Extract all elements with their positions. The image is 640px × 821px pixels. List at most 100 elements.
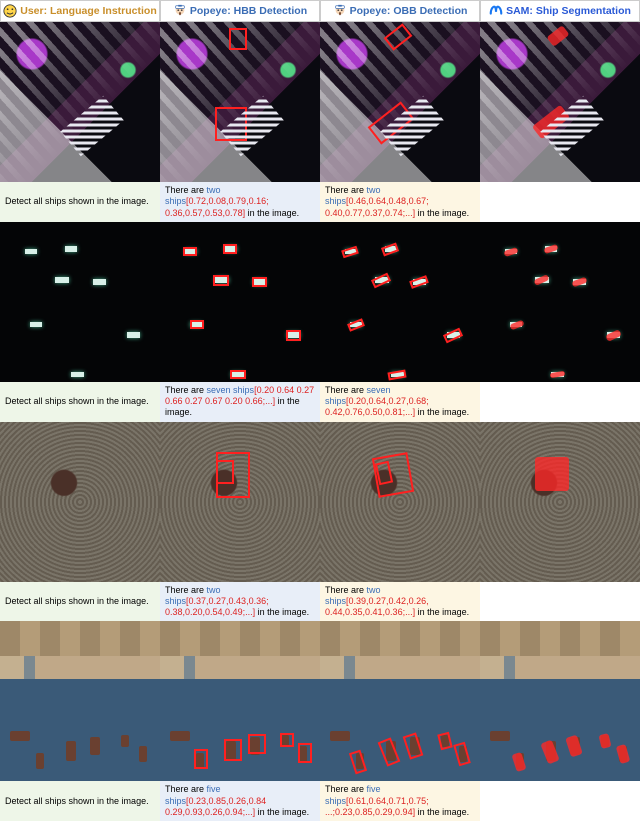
user-image-row2 [0,422,160,582]
caption-prefix: There are [325,185,367,195]
hbb-box [248,734,266,754]
sam-image-row2 [480,422,640,582]
user-icon [3,4,17,18]
header-obb: Popeye: OBB Detection [320,0,480,22]
caption-suffix: in the image. [415,208,469,218]
caption-prefix: There are [165,385,207,395]
user-caption-text: Detect all ships shown in the image. [5,396,149,407]
obb-image-row2 [320,422,480,582]
obb-caption-row3: There are five ships[0.61,0.64,0.71,0.75… [320,781,480,821]
caption-suffix: in the image. [415,407,469,417]
header-label: SAM: Ship Segmentation [506,5,631,17]
hbb-caption-row3: There are five ships[0.23,0.85,0.26,0.84… [160,781,320,821]
user-caption-row0: Detect all ships shown in the image. [0,182,160,222]
caption-suffix: in the image. [255,807,309,817]
user-caption-text: Detect all ships shown in the image. [5,196,149,207]
user-caption-row1: Detect all ships shown in the image. [0,382,160,422]
user-caption-row3: Detect all ships shown in the image. [0,781,160,821]
user-image-row1 [0,222,160,382]
user-caption-row2: Detect all ships shown in the image. [0,582,160,622]
hbb-image-row1 [160,222,320,382]
seg-mask [598,733,611,749]
hbb-box [190,320,204,329]
hbb-box [230,370,246,379]
obb-caption-row2: There are two ships[0.39,0.27,0.42,0.26,… [320,582,480,622]
hbb-image-row2 [160,422,320,582]
sam-caption-row3 [480,781,640,821]
header-sam: SAM: Ship Segmentation [480,0,640,22]
hbb-box [229,28,247,50]
seg-mask [533,274,549,286]
ship-count: seven ships [207,385,255,395]
hbb-box [194,749,208,769]
user-caption-text: Detect all ships shown in the image. [5,796,149,807]
hbb-caption-row1: There are seven ships[0.20 0.64 0.27 0.6… [160,382,320,422]
user-caption-text: Detect all ships shown in the image. [5,596,149,607]
obb-box [453,742,471,766]
seg-mask [540,740,559,765]
obb-box [368,101,415,144]
sam-caption-row1 [480,382,640,422]
caption-suffix: in the image. [255,607,309,617]
hbb-box [216,452,250,498]
obb-box [381,242,399,256]
obb-box [349,750,367,775]
seg-mask [616,744,631,764]
obb-box [372,452,414,498]
caption-prefix: There are [325,784,367,794]
hbb-caption-row2: There are two ships[0.37,0.27,0.43,0.36;… [160,582,320,622]
obb-caption-row1: There are seven ships[0.20,0.64,0.27,0.6… [320,382,480,422]
seg-mask [511,752,526,772]
hbb-box [215,107,247,141]
obb-box [341,245,359,258]
sam-icon [489,4,503,18]
seg-mask [535,457,569,491]
caption-prefix: There are [165,784,207,794]
user-image-row0 [0,22,160,182]
obb-box [378,738,401,767]
hbb-box [183,247,197,256]
obb-caption-row0: There are two ships[0.46,0.64,0.48,0.67;… [320,182,480,222]
sam-image-row1 [480,222,640,382]
header-user: User: Language Instruction [0,0,160,22]
seg-mask [546,25,569,47]
caption-suffix: in the image. [415,607,469,617]
sam-image-row0 [480,22,640,182]
obb-box [371,272,391,288]
caption-prefix: There are [165,585,207,595]
hbb-box [286,330,301,341]
hbb-box [298,743,312,763]
header-hbb: Popeye: HBB Detection [160,0,320,22]
hbb-box [213,275,229,286]
obb-box [384,23,413,50]
caption-prefix: There are [325,385,367,395]
hbb-image-row3 [160,621,320,781]
user-image-row3 [0,621,160,781]
obb-icon [333,4,347,18]
obb-box [443,327,463,343]
obb-image-row3 [320,621,480,781]
obb-box [437,732,453,750]
seg-mask [565,735,583,758]
header-label: Popeye: HBB Detection [190,5,307,17]
sam-caption-row2 [480,582,640,622]
caption-prefix: There are [165,185,207,195]
caption-suffix: in the image. [245,208,299,218]
sam-image-row3 [480,621,640,781]
hbb-box [224,739,242,761]
hbb-box [280,733,294,747]
obb-box [347,318,365,331]
obb-image-row0 [320,22,480,182]
seg-mask [532,105,570,140]
hbb-box [223,244,237,254]
caption-prefix: There are [325,585,367,595]
obb-box [403,733,424,760]
header-label: Popeye: OBB Detection [350,5,468,17]
obb-image-row1 [320,222,480,382]
hbb-box [252,277,267,287]
sam-caption-row0 [480,182,640,222]
obb-box [409,275,429,289]
caption-suffix: in the image. [415,807,469,817]
hbb-icon [173,4,187,18]
hbb-image-row0 [160,22,320,182]
